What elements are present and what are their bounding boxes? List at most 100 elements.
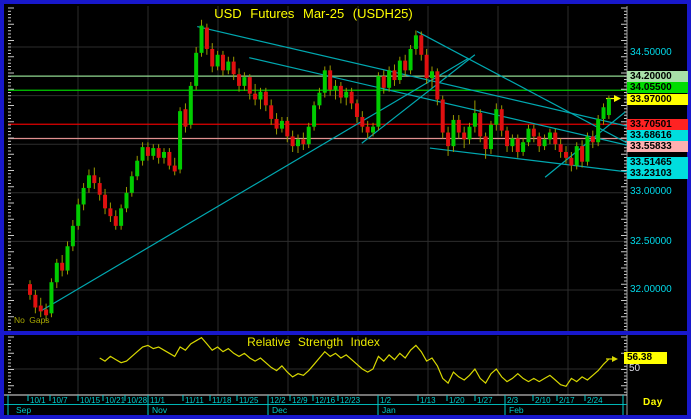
candle-up (86, 175, 91, 188)
candle-up (119, 208, 124, 226)
date-tick-label: 12/9 (292, 396, 308, 405)
date-tick-label: 10/1 (30, 396, 46, 405)
date-tick-label: 1/27 (477, 396, 493, 405)
date-tick-label: 11/11 (185, 396, 204, 405)
trendlines-group (41, 26, 627, 311)
trendline (249, 57, 627, 146)
candle-up (312, 105, 317, 127)
date-tick-label: 11/18 (212, 396, 232, 405)
candle-up (408, 48, 413, 71)
candle-down (44, 309, 49, 316)
candle-up (596, 118, 601, 143)
candle-up (574, 146, 579, 166)
timeframe-day-label: Day (643, 397, 663, 408)
candle-down (156, 148, 161, 158)
price-axis-label: 32.00000 (630, 284, 672, 295)
date-tick-label: 1/20 (449, 396, 465, 405)
candle-up (70, 225, 75, 247)
candle-down (38, 305, 43, 312)
candle-up (451, 119, 456, 147)
candle-up (199, 25, 204, 53)
candle-up (76, 204, 81, 226)
candle-down (285, 120, 290, 137)
candle-down (33, 294, 38, 308)
candle-down (435, 71, 440, 100)
candle-down (403, 60, 408, 71)
date-tick-label: 12/23 (340, 396, 361, 405)
candle-down (419, 35, 424, 55)
candle-up (124, 192, 129, 209)
candle-up (387, 70, 392, 88)
candle-down (558, 144, 563, 152)
candle-up (397, 60, 402, 81)
trendline (197, 26, 627, 127)
rsi-level-50-label: 50 (629, 363, 641, 374)
candle-down (28, 284, 32, 295)
candle-down (569, 157, 574, 166)
candle-down (108, 208, 113, 217)
no-gaps-label: No Gaps (14, 315, 50, 325)
candle-down (263, 91, 268, 106)
candle-down (60, 262, 65, 271)
candle-up (585, 136, 590, 162)
candle-up (242, 77, 247, 86)
candle-down (553, 132, 558, 145)
candle-down (103, 194, 108, 209)
candle-down (537, 136, 542, 147)
price-axis-badge: 33.51465 (627, 156, 688, 168)
price-axis-badge: 33.23103 (627, 167, 688, 179)
candle-down (478, 113, 483, 137)
window-border-left (0, 0, 4, 419)
trendline (41, 58, 469, 311)
date-tick-label: 11/25 (239, 396, 259, 405)
chart-title: USD Futures Mar-25 (USDH25) (214, 6, 413, 21)
date-tick-label: 10/21 (105, 396, 126, 405)
date-tick-label: 10/15 (80, 396, 101, 405)
date-tick-label: 12/2 (270, 396, 286, 405)
candle-up (54, 262, 59, 283)
candle-down (531, 128, 536, 137)
trendline (429, 147, 627, 173)
date-tick-label: 1/13 (420, 396, 436, 405)
price-axis-label: 33.00000 (630, 186, 672, 197)
candle-up (226, 61, 231, 71)
candle-up (521, 142, 526, 152)
candle-down (354, 103, 359, 117)
candle-down (301, 139, 306, 145)
candle-down (220, 54, 225, 71)
candle-down (92, 175, 97, 184)
candle-up (306, 126, 311, 145)
rsi-current-value-badge: 56.38 (624, 352, 667, 364)
trendline (361, 54, 476, 144)
candle-down (167, 151, 172, 166)
date-tick-label: 12/16 (315, 396, 336, 405)
candle-down (231, 61, 236, 75)
candle-down (113, 216, 118, 226)
candle-up (129, 176, 134, 193)
candle-down (564, 151, 568, 158)
candle-up (430, 71, 434, 79)
candle-down (183, 109, 188, 127)
date-tick-label: 2/10 (535, 396, 551, 405)
candle-up (279, 120, 284, 129)
month-label: Nov (152, 405, 168, 415)
date-tick-label: 2/17 (559, 396, 575, 405)
candle-up (510, 138, 515, 147)
price-axis-badge: 33.68616 (627, 129, 688, 141)
panel-separator (0, 331, 691, 335)
candle-up (322, 70, 327, 93)
month-label: Jan (382, 405, 396, 415)
candle-up (467, 126, 472, 140)
candle-up (376, 76, 381, 127)
candle-up (65, 246, 70, 271)
candle-down (360, 116, 365, 127)
candle-down (247, 77, 252, 94)
candle-down (381, 76, 386, 88)
window-border-top (0, 0, 691, 4)
candle-down (424, 54, 429, 79)
price-axis-badge: 34.20000 (627, 70, 688, 82)
price-axis-badge: 33.70501 (627, 118, 688, 130)
candle-up (162, 151, 166, 158)
